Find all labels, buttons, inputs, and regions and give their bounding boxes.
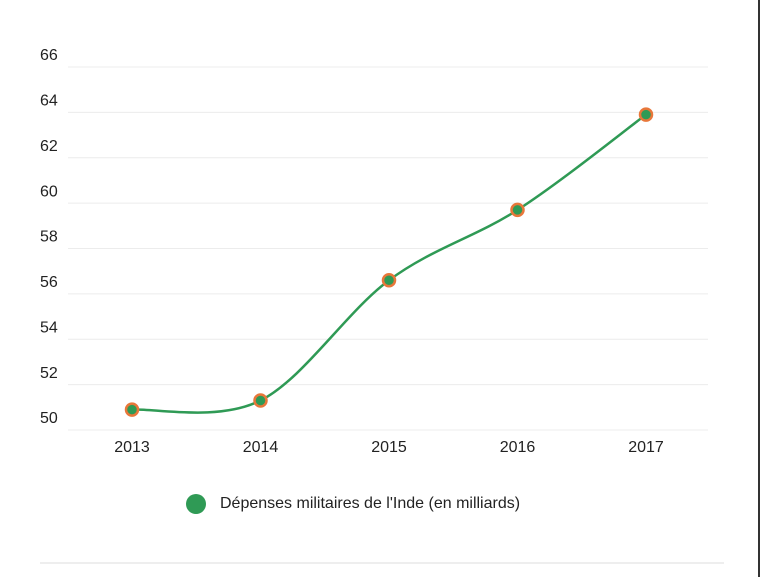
y-tick-label: 62 (40, 138, 58, 155)
legend-label: Dépenses militaires de l'Inde (en millia… (220, 495, 520, 512)
line (131, 113, 647, 414)
y-tick-label: 60 (40, 183, 58, 200)
y-tick-label: 66 (40, 47, 58, 64)
x-tick-label: 2016 (500, 439, 536, 456)
point (124, 402, 140, 417)
y-tick-label: 54 (40, 319, 58, 336)
point (510, 202, 525, 218)
x-tick-label: 2017 (628, 439, 664, 456)
point (253, 393, 268, 408)
y-tick-label: 50 (40, 410, 58, 427)
legend-marker (186, 494, 206, 514)
x-tick-label: 2013 (114, 439, 150, 456)
x-tick-label: 2015 (371, 439, 407, 456)
y-tick-label: 64 (40, 93, 58, 110)
y-tick-label: 52 (40, 365, 58, 382)
point (638, 107, 654, 122)
x-tick-label: 2014 (243, 439, 279, 456)
y-tick-label: 58 (40, 229, 58, 246)
point (381, 273, 397, 288)
y-tick-label: 56 (40, 274, 58, 291)
